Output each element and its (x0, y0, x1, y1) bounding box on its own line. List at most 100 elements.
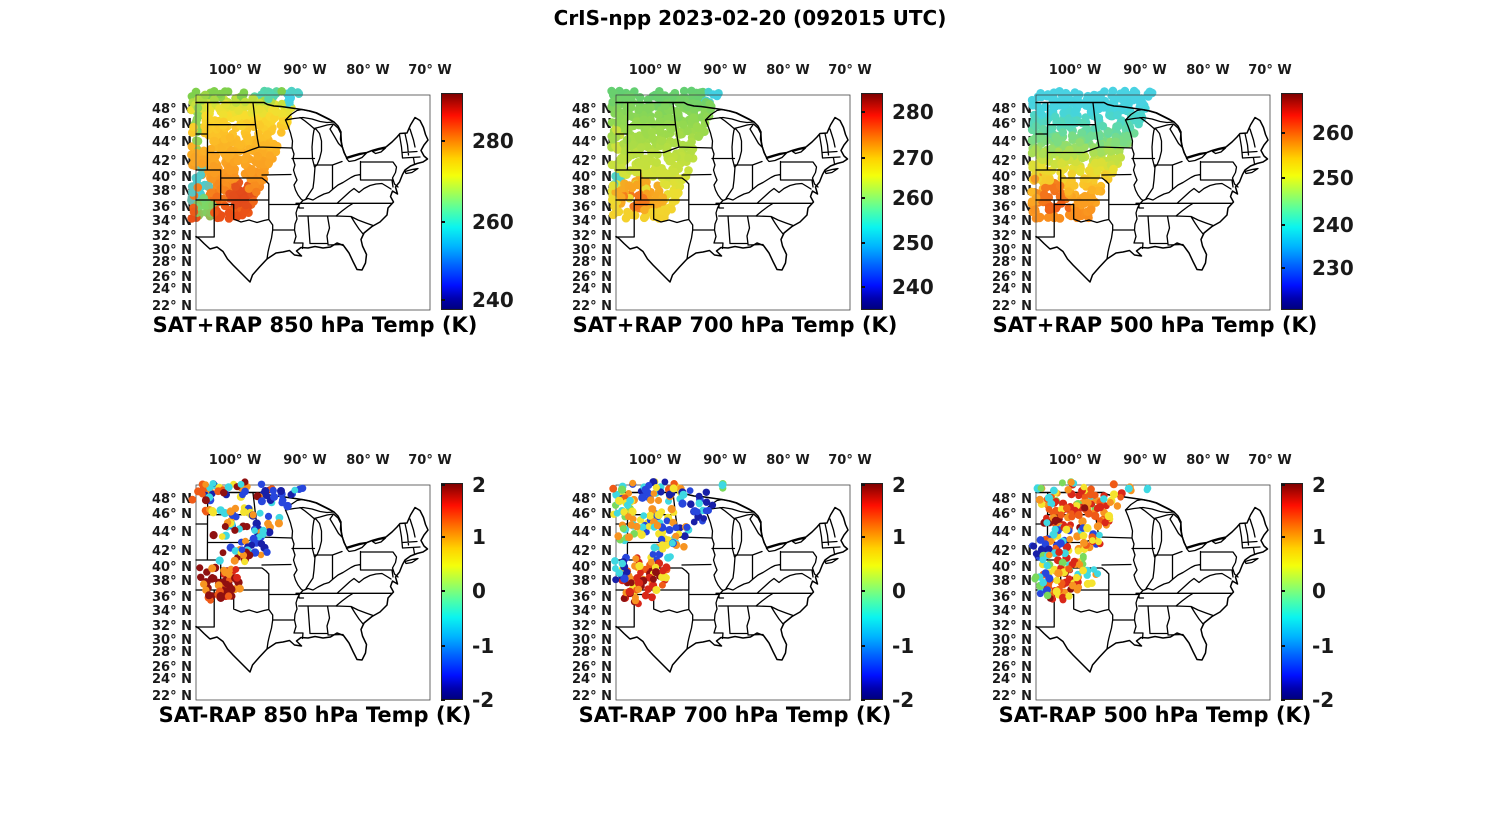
lat-tick-label: 42° N (152, 154, 192, 170)
colorbar-tick-label: 0 (892, 579, 906, 604)
colorbar-tick-mark (861, 536, 865, 539)
lat-tick-label: 28° N (572, 254, 612, 270)
lat-tick-label: 34° N (572, 604, 612, 620)
lat-tick-label: 44° N (992, 134, 1032, 150)
colorbar-tick-label: 240 (1312, 212, 1354, 237)
panel-title: SAT-RAP 850 hPa Temp (K) (158, 703, 472, 727)
lat-tick-label: 44° N (992, 524, 1032, 540)
colorbar-tick-mark (861, 197, 865, 200)
lat-tick-label: 30° N (152, 242, 192, 258)
lon-tick-label: 80° W (346, 453, 390, 468)
colorbar-tick-label: 270 (892, 146, 934, 171)
lat-tick-label: 32° N (152, 618, 192, 634)
lat-tick-label: 42° N (992, 544, 1032, 560)
lat-tick-label: 26° N (152, 269, 192, 285)
lat-tick-label: 28° N (152, 254, 192, 270)
lon-tick-label: 100° W (628, 63, 682, 78)
lon-tick-label: 100° W (208, 453, 262, 468)
colorbar-tick-label: -2 (472, 688, 495, 712)
colorbar-tick-mark (1281, 266, 1285, 269)
lat-tick-label: 48° N (572, 102, 612, 118)
lat-tick-label: 34° N (152, 214, 192, 230)
lat-tick-label: 22° N (992, 298, 1032, 314)
swath-dots (1027, 86, 1157, 223)
lat-tick-label: 26° N (152, 659, 192, 675)
map-panel-sat-minus-rap-850: 100° W 90° W 80° W 70° W 48° N 46° N 44° N 42°… (130, 445, 522, 751)
lat-tick-label: 40° N (992, 169, 1032, 185)
lat-tick-label: 30° N (572, 242, 612, 258)
panel-title: SAT+RAP 850 hPa Temp (K) (152, 313, 478, 337)
lat-tick-label: 48° N (992, 492, 1032, 508)
colorbar-tick-mark (441, 699, 445, 701)
lat-tick-label: 22° N (572, 688, 612, 704)
colorbar-tick-mark (1281, 483, 1285, 486)
lat-tick-label: 38° N (152, 183, 192, 199)
colorbar-tick-label: -2 (892, 688, 915, 712)
lat-tick-label: 26° N (572, 269, 612, 285)
lon-tick-label: 90° W (703, 63, 747, 78)
colorbar-tick-mark (861, 241, 865, 244)
lat-tick-label: 32° N (992, 228, 1032, 244)
colorbar-tick-label: -1 (892, 634, 915, 659)
lat-tick-label: 44° N (152, 134, 192, 150)
lat-tick-label: 42° N (572, 544, 612, 560)
map-plot (1027, 86, 1271, 311)
lat-tick-label: 26° N (572, 659, 612, 675)
lon-tick-label: 80° W (1186, 453, 1230, 468)
colorbar-tick-label: 1 (892, 525, 906, 550)
lat-tick-label: 36° N (152, 200, 192, 216)
colorbar-tick-mark (441, 299, 445, 302)
lon-tick-label: 70° W (408, 63, 452, 78)
panel-title: SAT+RAP 700 hPa Temp (K) (572, 313, 898, 337)
lat-tick-label: 22° N (572, 298, 612, 314)
colorbar-tick-label: -2 (1312, 688, 1335, 712)
lat-tick-label: 30° N (152, 632, 192, 648)
lon-tick-label: 80° W (346, 63, 390, 78)
lat-tick-label: 24° N (572, 282, 612, 297)
lat-tick-label: 22° N (152, 688, 192, 704)
lat-tick-label: 46° N (572, 507, 612, 523)
lat-tick-label: 40° N (152, 559, 192, 575)
panel-title: SAT-RAP 500 hPa Temp (K) (998, 703, 1312, 727)
lon-tick-label: 90° W (1123, 453, 1167, 468)
lat-tick-label: 36° N (992, 590, 1032, 606)
colorbar-tick-label: 260 (472, 209, 514, 234)
lat-tick-label: 36° N (572, 590, 612, 606)
lat-tick-label: 38° N (572, 573, 612, 589)
colorbar-tick-mark (861, 590, 865, 593)
lat-tick-label: 38° N (992, 183, 1032, 199)
lon-tick-label: 100° W (628, 453, 682, 468)
lat-tick-label: 42° N (992, 154, 1032, 170)
lat-tick-label: 48° N (152, 492, 192, 508)
lon-tick-label: 80° W (766, 453, 810, 468)
colorbar-tick-label: 240 (892, 274, 934, 299)
lon-tick-label: 70° W (1248, 63, 1292, 78)
difference-scatter-dots (188, 478, 307, 604)
lat-tick-label: 38° N (992, 573, 1032, 589)
lat-tick-label: 46° N (572, 117, 612, 133)
colorbar-tick-mark (861, 483, 865, 486)
lat-tick-label: 24° N (572, 672, 612, 687)
map-plot (609, 478, 851, 701)
lon-tick-label: 100° W (1048, 63, 1102, 78)
colorbar-tick-label: 280 (472, 128, 514, 153)
lat-tick-label: 32° N (992, 618, 1032, 634)
lat-tick-label: 44° N (572, 134, 612, 150)
lat-tick-label: 36° N (572, 200, 612, 216)
map-plot (1028, 478, 1271, 701)
colorbar-tick-label: 1 (472, 525, 486, 550)
colorbar-tick-label: 240 (472, 288, 514, 313)
lat-tick-label: 32° N (572, 618, 612, 634)
panel-title: SAT-RAP 700 hPa Temp (K) (578, 703, 892, 727)
lon-tick-label: 100° W (208, 63, 262, 78)
colorbar-tick-mark (1281, 536, 1285, 539)
lat-tick-label: 34° N (992, 604, 1032, 620)
lat-tick-label: 30° N (572, 632, 612, 648)
colorbar (1281, 93, 1303, 310)
lon-tick-label: 100° W (1048, 453, 1102, 468)
lat-tick-label: 24° N (992, 672, 1032, 687)
colorbar-tick-label: 0 (1312, 579, 1326, 604)
colorbar-tick-mark (441, 645, 445, 648)
colorbar-tick-mark (1281, 177, 1285, 180)
map-panel-sat-plus-rap-500: 100° W 90° W 80° W 70° W 48° N 46° N 44° N 42°… (970, 55, 1362, 361)
